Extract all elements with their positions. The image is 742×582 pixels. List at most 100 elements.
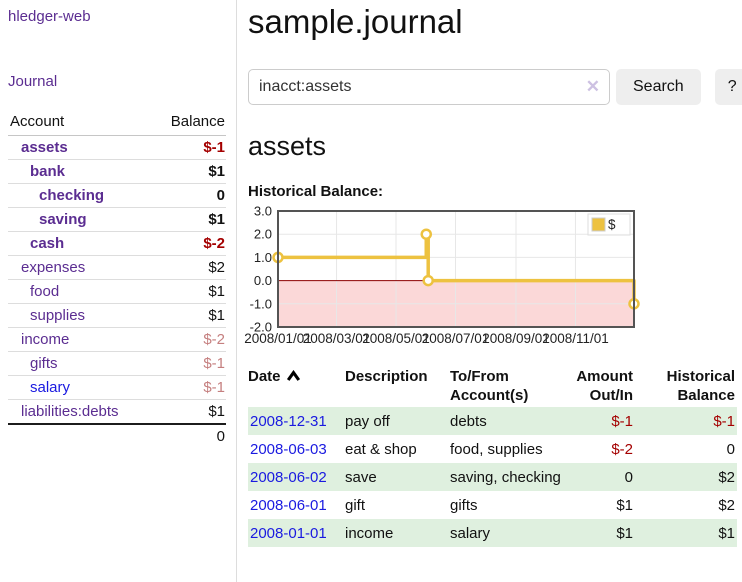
search-button[interactable]: Search	[616, 69, 701, 105]
transaction-balance: $-1	[713, 413, 735, 430]
sidebar-nav: Journal	[8, 73, 236, 90]
account-row: expenses $2	[8, 255, 226, 280]
transaction-row: 2008-12-31 pay off debts $-1 $-1	[248, 407, 737, 435]
account-row: assets $-1	[8, 136, 226, 160]
transaction-date-link[interactable]: 2008-06-03	[250, 441, 327, 458]
transaction-description: eat & shop	[345, 441, 417, 458]
search-box: ✕	[248, 69, 610, 105]
account-balance: 0	[216, 187, 225, 204]
transaction-description: gift	[345, 497, 366, 514]
account-balance: $1	[208, 211, 225, 228]
account-row: cash $-2	[8, 231, 226, 256]
column-header-date[interactable]: Date	[248, 365, 345, 407]
transaction-date-link[interactable]: 2008-06-01	[250, 497, 327, 514]
account-link[interactable]: expenses	[21, 259, 86, 276]
account-name-cell: gifts	[8, 352, 152, 376]
transaction-row: 2008-06-01 gift gifts $1 $2	[248, 491, 737, 519]
account-row: salary $-1	[8, 375, 226, 400]
accounts-table: Account Balance assets $-1 bank $1 checking 0…	[8, 110, 226, 448]
account-link[interactable]: salary	[30, 379, 71, 396]
column-header-label: To/From	[450, 368, 509, 385]
transaction-amount: $-1	[611, 413, 633, 430]
brand-link[interactable]: hledger-web	[8, 8, 91, 25]
search-input[interactable]	[248, 69, 610, 105]
transaction-date-link[interactable]: 2008-01-01	[250, 525, 327, 542]
transaction-description: pay off	[345, 413, 390, 430]
svg-text:2008/11/01: 2008/11/01	[542, 331, 609, 346]
transaction-date-cell: 2008-06-02	[248, 463, 345, 491]
transaction-accounts: saving, checking	[450, 469, 561, 486]
column-header-label: Out/In	[589, 387, 633, 404]
transaction-balance: $2	[718, 469, 735, 486]
transaction-date-cell: 2008-06-03	[248, 435, 345, 463]
transaction-accounts: salary	[450, 525, 491, 542]
svg-text:2008/05/01: 2008/05/01	[362, 331, 430, 346]
account-row: liabilities:debts $1	[8, 399, 226, 425]
help-button[interactable]: ?	[714, 69, 742, 105]
svg-text:2.0: 2.0	[254, 227, 272, 242]
account-link[interactable]: food	[30, 283, 60, 300]
accounts-total-spacer	[8, 424, 152, 448]
clear-search-icon[interactable]: ✕	[585, 77, 600, 96]
transaction-date-cell: 2008-01-01	[248, 519, 345, 547]
account-link[interactable]: income	[21, 331, 70, 348]
transaction-date-link[interactable]: 2008-06-02	[250, 469, 327, 486]
account-link[interactable]: cash	[30, 235, 65, 252]
account-balance: $1	[208, 403, 225, 420]
account-balance: $-2	[203, 331, 225, 348]
transaction-date-cell: 2008-06-01	[248, 491, 345, 519]
account-balance: $2	[208, 259, 225, 276]
column-header-label: Balance	[677, 387, 735, 404]
account-link[interactable]: checking	[39, 187, 105, 204]
account-row: supplies $1	[8, 303, 226, 328]
historical-balance-chart: $3.0 2.0 1.0 0.0 -1.0 -2.0 2008/01/01 2008/03/0…	[244, 204, 742, 352]
account-link[interactable]: liabilities:debts	[21, 403, 119, 420]
account-link[interactable]: saving	[39, 211, 87, 228]
account-link[interactable]: supplies	[30, 307, 86, 324]
transaction-balance: $1	[718, 525, 735, 542]
column-header-amount: Amount Out/In	[562, 365, 635, 407]
chart-canvas: $3.0 2.0 1.0 0.0 -1.0 -2.02008/01/012008/03/0…	[244, 204, 640, 346]
transaction-date-link[interactable]: 2008-12-31	[250, 413, 327, 430]
account-heading: assets	[248, 131, 327, 161]
account-name-cell: bank	[8, 160, 152, 184]
account-row: saving $1	[8, 207, 226, 232]
account-name-cell: food	[8, 280, 152, 304]
accounts-header-row: Account Balance	[8, 110, 226, 136]
transaction-amount: 0	[624, 469, 633, 486]
transaction-accounts: food, supplies	[450, 441, 543, 458]
account-name-cell: checking	[8, 184, 152, 208]
accounts-total-balance: 0	[216, 428, 225, 445]
register-table: Date Description To/From Account(s) Amount Ou…	[248, 365, 737, 547]
transaction-row: 2008-06-02 save saving, checking 0 $2	[248, 463, 737, 491]
account-balance: $-2	[203, 235, 225, 252]
account-row: income $-2	[8, 327, 226, 352]
transaction-amount: $-2	[611, 441, 633, 458]
sidebar-item-journal[interactable]: Journal	[8, 73, 58, 90]
column-header-historical: Historical Balance	[635, 365, 737, 407]
main-content: sample.journal ✕ Search ? assets Histori…	[237, 0, 742, 582]
transaction-amount: $1	[616, 497, 633, 514]
account-balance: $1	[208, 163, 225, 180]
register-header-row: Date Description To/From Account(s) Amount Ou…	[248, 365, 737, 407]
svg-text:-1.0: -1.0	[250, 296, 272, 311]
transaction-balance: 0	[726, 441, 735, 458]
accounts-total-row: 0	[8, 424, 226, 448]
account-name-cell: assets	[8, 136, 152, 160]
account-name-cell: cash	[8, 232, 152, 256]
account-link[interactable]: gifts	[30, 355, 58, 372]
transaction-row: 2008-06-03 eat & shop food, supplies $-2 0	[248, 435, 737, 463]
column-header-account: Account	[10, 113, 65, 130]
transaction-balance: $2	[718, 497, 735, 514]
svg-text:2008/09/01: 2008/09/01	[482, 331, 550, 346]
svg-text:$: $	[608, 217, 616, 232]
svg-text:3.0: 3.0	[254, 204, 272, 219]
svg-text:0.0: 0.0	[254, 273, 272, 288]
column-header-label: Amount	[576, 368, 633, 385]
account-link[interactable]: assets	[21, 139, 68, 156]
sidebar: hledger-web Journal Account Balance asse…	[0, 0, 237, 582]
account-name-cell: supplies	[8, 304, 152, 328]
transaction-row: 2008-01-01 income salary $1 $1	[248, 519, 737, 547]
account-link[interactable]: bank	[30, 163, 66, 180]
transaction-date-cell: 2008-12-31	[248, 407, 345, 435]
